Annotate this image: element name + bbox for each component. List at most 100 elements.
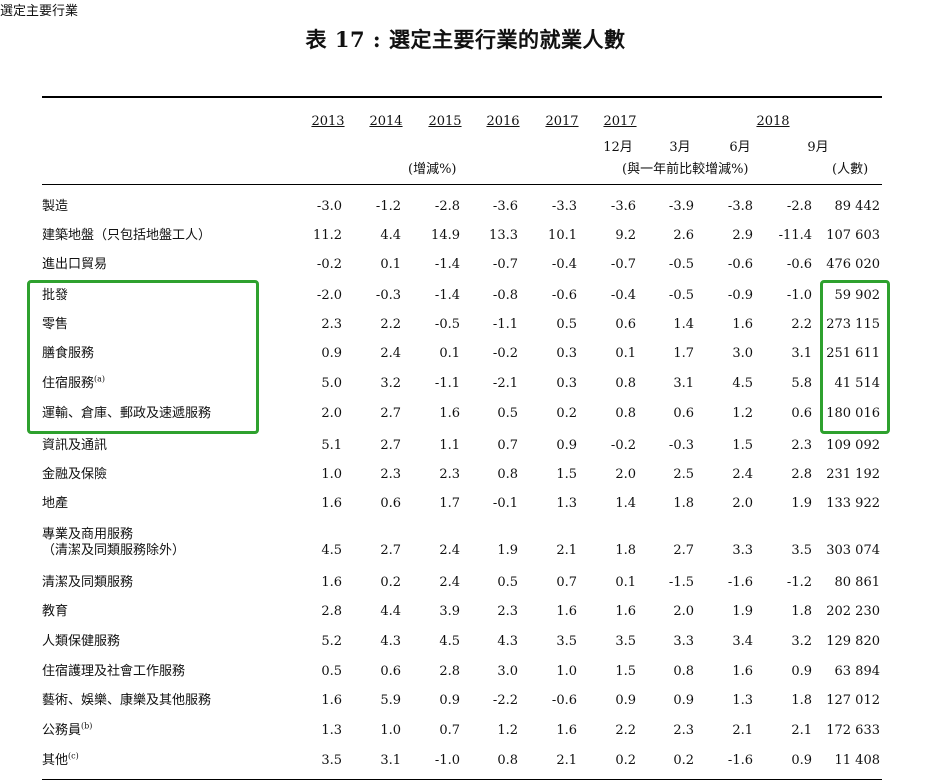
table-row: 住宿護理及社會工作服務 0.5 0.6 2.8 3.0 1.0 1.5 0.8 1.6 0.9 63… [0, 664, 931, 690]
cell-change: 2.4 [380, 346, 401, 361]
cell-change: 2.1 [556, 543, 577, 558]
cell-change: 0.3 [556, 376, 577, 391]
cell-change: 3.5 [556, 634, 577, 649]
row-label: 資訊及通訊 [42, 438, 107, 454]
cell-change: 0.9 [321, 346, 342, 361]
cell-change: -0.8 [492, 288, 518, 303]
cell-change: -0.9 [727, 288, 753, 303]
cell-change: -2.1 [492, 376, 518, 391]
cell-persons: 63 894 [834, 664, 881, 679]
row-label: 建築地盤（只包括地盤工人） [42, 228, 211, 244]
cell-change: 4.4 [380, 604, 401, 619]
cell-change: 1.8 [615, 543, 636, 558]
cell-persons: 476 020 [826, 257, 880, 272]
cell-change: 5.0 [321, 376, 342, 391]
cell-change: 3.4 [732, 634, 753, 649]
cell-change: -0.3 [668, 438, 694, 453]
cell-change: 1.9 [497, 543, 518, 558]
cell-change: 1.0 [321, 467, 342, 482]
cell-change: 0.1 [439, 346, 460, 361]
cell-change: 2.8 [791, 467, 812, 482]
cell-change: -1.6 [727, 753, 753, 768]
cell-change: 2.4 [439, 575, 460, 590]
cell-persons: 273 115 [826, 317, 880, 332]
row-label-text: 住宿服務 [42, 376, 95, 391]
highlight-box-industries [27, 280, 259, 434]
cell-change: 0.3 [556, 346, 577, 361]
cell-change: 2.8 [321, 604, 342, 619]
cell-change: -3.6 [610, 199, 636, 214]
cell-change: 5.2 [321, 634, 342, 649]
cell-change: 1.6 [556, 604, 577, 619]
header-unit-persons: (人數) [832, 162, 869, 177]
cell-change: 2.3 [380, 467, 401, 482]
cell-change: 2.0 [673, 604, 694, 619]
cell-change: 1.0 [380, 723, 401, 738]
cell-change: 4.5 [732, 376, 753, 391]
cell-change: 3.3 [732, 543, 753, 558]
cell-change: 0.8 [673, 664, 694, 679]
cell-change: 1.6 [321, 693, 342, 708]
cell-persons: 109 092 [826, 438, 880, 453]
cell-change: -1.4 [434, 257, 460, 272]
cell-change: 2.9 [732, 228, 753, 243]
cell-change: 1.6 [615, 604, 636, 619]
cell-change: 1.6 [556, 723, 577, 738]
cell-change: 14.9 [431, 228, 460, 243]
row-label-text: 膳食服務 [42, 346, 95, 361]
cell-change: 1.8 [791, 604, 812, 619]
cell-change: -1.2 [786, 575, 812, 590]
cell-change: -0.4 [551, 257, 577, 272]
row-label-text: 藝術、娛樂、康樂及其他服務 [42, 693, 212, 708]
cell-change: 1.6 [321, 575, 342, 590]
cell-change: 0.9 [791, 753, 812, 768]
header-year-2017: 2017 [545, 114, 579, 129]
cell-persons: 180 016 [826, 406, 880, 421]
row-label-text: 其他 [42, 753, 69, 768]
row-label: 住宿服務(a) [42, 374, 106, 392]
cell-change: 2.2 [380, 317, 401, 332]
cell-change: 2.4 [732, 467, 753, 482]
cell-persons: 127 012 [826, 693, 880, 708]
row-label: 零售 [42, 317, 68, 333]
table-row: 地產 1.6 0.6 1.7 -0.1 1.3 1.4 1.8 2.0 1.9 133 922 [0, 496, 931, 522]
cell-change: 1.6 [732, 664, 753, 679]
cell-change: -0.5 [434, 317, 460, 332]
row-label-text: 製造 [42, 199, 69, 214]
cell-change: -3.0 [316, 199, 342, 214]
header-year-2016: 2016 [486, 114, 520, 129]
cell-change: 0.9 [556, 438, 577, 453]
table-row: 膳食服務 0.9 2.4 0.1 -0.2 0.3 0.1 1.7 3.0 3.1 251 611 [0, 346, 931, 372]
row-footnote-mark: (a) [94, 374, 106, 384]
row-footnote-mark: (b) [81, 721, 93, 731]
cell-change: 3.5 [615, 634, 636, 649]
cell-change: 1.8 [791, 693, 812, 708]
table-row: 製造 -3.0 -1.2 -2.8 -3.6 -3.3 -3.6 -3.9 -3.8 -2.8 89… [0, 199, 931, 225]
cell-change: 2.4 [439, 543, 460, 558]
cell-change: -0.4 [610, 288, 636, 303]
cell-change: 1.4 [615, 496, 636, 511]
row-label-text: 建築地盤（只包括地盤工人） [42, 228, 212, 243]
table-row: 專業及商用服務 （清潔及同類服務除外） 4.5 2.7 2.4 1.9 2.1 1.8 2.7 3… [0, 527, 931, 569]
cell-change: 2.8 [439, 664, 460, 679]
cell-change: 2.3 [791, 438, 812, 453]
row-label: 人類保健服務 [42, 634, 120, 650]
cell-change: 2.1 [791, 723, 812, 738]
cell-change: 0.9 [615, 693, 636, 708]
cell-change: 0.6 [791, 406, 812, 421]
row-footnote-mark: (c) [68, 751, 79, 761]
cell-change: 3.2 [380, 376, 401, 391]
row-label-text: 地產 [42, 496, 69, 511]
cell-persons: 231 192 [826, 467, 880, 482]
cell-change: 2.3 [497, 604, 518, 619]
cell-change: 2.7 [380, 438, 401, 453]
cell-persons: 133 922 [826, 496, 880, 511]
row-label-text: 零售 [42, 317, 69, 332]
cell-change: 0.9 [439, 693, 460, 708]
cell-change: 1.5 [556, 467, 577, 482]
cell-persons: 129 820 [826, 634, 880, 649]
table-row: 建築地盤（只包括地盤工人） 11.2 4.4 14.9 13.3 10.1 9.2 2.6 2.… [0, 228, 931, 254]
row-label-text: 運輸、倉庫、郵政及速遞服務 [42, 406, 212, 421]
row-label: 住宿護理及社會工作服務 [42, 664, 185, 680]
cell-change: 3.5 [791, 543, 812, 558]
